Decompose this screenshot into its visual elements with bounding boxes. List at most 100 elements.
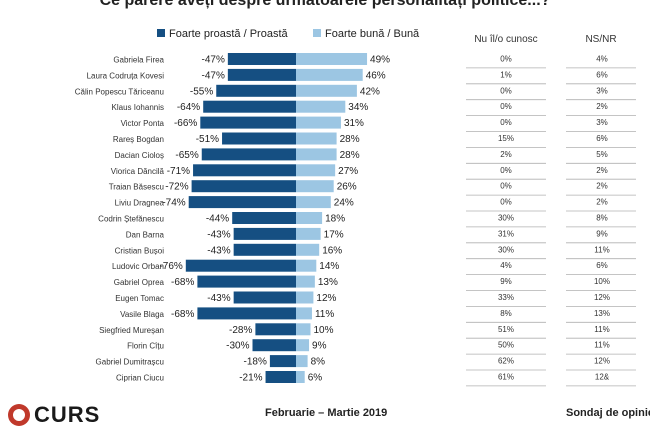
bar-positive xyxy=(296,53,368,65)
bar-negative xyxy=(185,259,296,272)
category-label: Ludovic Orban xyxy=(112,262,164,271)
category-label: Viorica Dăncilă xyxy=(111,167,165,176)
category-label: Călin Popescu Tăriceanu xyxy=(75,87,164,96)
data-label-negative: -71% xyxy=(167,166,190,177)
nsnr-value: 3% xyxy=(596,86,608,95)
bar-positive xyxy=(296,180,334,193)
bar-positive xyxy=(296,291,314,304)
data-label-positive: 42% xyxy=(360,86,380,97)
data-label-positive: 46% xyxy=(366,70,386,81)
category-label: Traian Băsescu xyxy=(109,183,164,192)
nsnr-value: 6% xyxy=(596,261,608,270)
data-label-negative: -44% xyxy=(206,214,229,225)
unknown-value: 33% xyxy=(498,293,514,302)
data-label-negative: -30% xyxy=(226,341,249,352)
nsnr-value: 11% xyxy=(594,341,609,350)
bar-negative xyxy=(191,180,296,193)
data-label-negative: -18% xyxy=(244,357,267,368)
data-label-negative: -47% xyxy=(201,55,224,66)
unknown-value: 30% xyxy=(498,214,514,223)
bar-negative xyxy=(203,100,296,113)
bar-positive xyxy=(296,355,308,368)
survey-period: Februarie – Martie 2019 xyxy=(265,407,388,419)
nsnr-value: 2% xyxy=(596,166,608,175)
unknown-value: 2% xyxy=(500,150,512,159)
data-label-negative: -66% xyxy=(174,118,197,129)
bar-negative xyxy=(255,323,296,336)
category-label: Gabriela Firea xyxy=(113,56,164,65)
bar-negative xyxy=(193,164,296,177)
unknown-value: 0% xyxy=(500,102,512,111)
nsnr-value: 6% xyxy=(596,70,608,79)
column-header-nsnr: NS/NR xyxy=(585,34,617,45)
data-label-positive: 10% xyxy=(314,325,334,336)
data-label-positive: 11% xyxy=(315,309,334,320)
data-label-negative: -21% xyxy=(239,373,262,384)
data-label-positive: 16% xyxy=(322,245,342,256)
data-label-positive: 28% xyxy=(340,150,360,161)
unknown-value: 15% xyxy=(498,134,514,143)
nsnr-value: 9% xyxy=(596,229,608,238)
unknown-value: 0% xyxy=(500,118,512,127)
nsnr-value: 6% xyxy=(596,134,608,143)
unknown-value: 0% xyxy=(500,86,512,95)
column-header-unknown: Nu îl/o cunosc xyxy=(474,34,538,45)
unknown-value: 51% xyxy=(498,325,514,334)
unknown-value: 0% xyxy=(500,182,512,191)
bar-negative xyxy=(233,243,296,256)
data-label-negative: -28% xyxy=(229,325,252,336)
bar-positive xyxy=(296,164,336,177)
bar-negative xyxy=(227,68,296,81)
legend-label-positive: Foarte bună / Bună xyxy=(325,28,420,40)
category-label: Dacian Cioloș xyxy=(115,151,164,160)
data-label-negative: -68% xyxy=(171,309,194,320)
nsnr-value: 8% xyxy=(596,214,608,223)
category-label: Liviu Dragnea xyxy=(115,199,165,208)
bar-positive xyxy=(296,323,311,336)
chart-title: Ce părere aveți despre următoarele perso… xyxy=(99,0,551,9)
nsnr-value: 10% xyxy=(594,277,610,286)
data-label-negative: -47% xyxy=(201,70,224,81)
unknown-value: 1% xyxy=(500,70,512,79)
data-label-negative: -76% xyxy=(159,261,182,272)
logo-text: CURS xyxy=(34,402,101,427)
bar-positive xyxy=(296,227,321,240)
data-label-negative: -43% xyxy=(207,245,230,256)
bar-negative xyxy=(197,275,296,288)
bar-positive xyxy=(296,68,363,81)
data-label-positive: 8% xyxy=(311,357,326,368)
legend-item-positive: Foarte bună / Bună xyxy=(313,28,419,40)
bar-positive xyxy=(296,116,341,129)
unknown-value: 61% xyxy=(498,373,514,382)
unknown-value: 31% xyxy=(498,229,514,238)
bar-positive xyxy=(296,212,323,224)
data-label-negative: -72% xyxy=(165,182,188,193)
nsnr-value: 11% xyxy=(594,325,609,334)
data-label-positive: 12% xyxy=(316,293,336,304)
data-label-positive: 31% xyxy=(344,118,364,129)
bar-positive xyxy=(296,259,317,272)
data-label-positive: 6% xyxy=(308,373,323,384)
unknown-value: 50% xyxy=(498,341,514,350)
data-label-negative: -64% xyxy=(177,102,200,113)
bar-positive xyxy=(296,339,310,352)
data-label-positive: 24% xyxy=(334,198,354,209)
nsnr-value: 2% xyxy=(596,102,608,111)
data-label-negative: -55% xyxy=(190,86,213,97)
unknown-value: 4% xyxy=(500,261,512,270)
bar-positive xyxy=(296,84,357,97)
data-label-positive: 17% xyxy=(324,229,344,240)
data-label-negative: -51% xyxy=(196,134,219,145)
data-label-positive: 26% xyxy=(337,182,357,193)
legend-item-negative: Foarte proastă / Proastă xyxy=(157,28,288,40)
bar-negative xyxy=(222,132,296,145)
logo-mark-icon xyxy=(8,404,30,426)
category-label: Gabriel Oprea xyxy=(114,278,165,287)
data-label-negative: -65% xyxy=(175,150,198,161)
category-label: Vasile Blaga xyxy=(120,310,164,319)
nsnr-value: 11% xyxy=(594,245,609,254)
bar-positive xyxy=(296,243,320,256)
data-label-positive: 9% xyxy=(312,341,327,352)
data-label-positive: 49% xyxy=(370,55,390,66)
category-label: Klaus Iohannis xyxy=(112,103,164,112)
